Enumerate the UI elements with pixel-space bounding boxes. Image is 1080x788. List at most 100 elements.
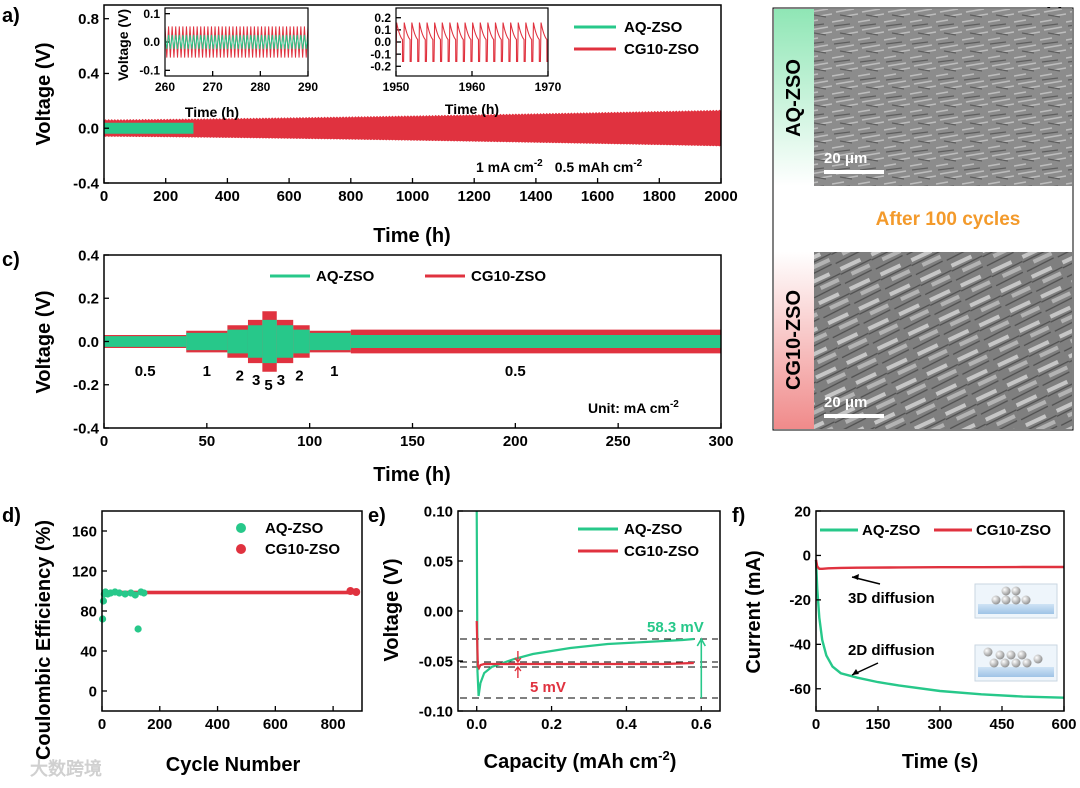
chart-e-ytick-label: 0.05 (424, 553, 453, 570)
scalebar-top-label: 20 μm (824, 150, 867, 167)
rate-label: 3 (252, 372, 260, 389)
chart-c-xtick-label: 50 (198, 433, 215, 450)
chart-f-xlabel: Time (s) (902, 751, 978, 773)
rate-label: 3 (277, 372, 285, 389)
series-d-cg-point (352, 588, 361, 596)
chart-a-xtick-label: 1800 (643, 188, 676, 205)
chart-a-xtick-label: 2000 (704, 188, 737, 205)
chart-d-ylabel: Coulombic Efficiency (%) (33, 520, 55, 760)
sem-image-cg (814, 252, 1072, 429)
chart-d-ytick-label: 0 (89, 683, 97, 700)
scalebar-bottom-label: 20 μm (824, 394, 867, 411)
chart-a-annotation: 1 mA cm-2 0.5 mAh cm-2 (476, 158, 643, 175)
sem-top-label-strip (774, 9, 814, 186)
inset-a2-cg-line (395, 22, 548, 62)
chart-f-plot (814, 559, 1065, 699)
legend-f-cg-label: CG10-ZSO (976, 522, 1051, 539)
panel-label-a: a) (2, 5, 20, 27)
chart-a-xtick-label: 600 (277, 188, 302, 205)
panel-label-e: e) (368, 505, 386, 527)
chart-d-plot (98, 587, 361, 633)
chart-d-ytick-label: 80 (80, 603, 97, 620)
inset-a1-ytick-label: 0.1 (143, 7, 160, 21)
inset-a2-frame (395, 7, 549, 77)
chart-e-xtick-label: 0.4 (616, 716, 638, 733)
chart-c-xtick-label: 300 (708, 433, 733, 450)
rate-label: 0.5 (135, 363, 156, 380)
series-c-aq-zso-step (309, 332, 351, 351)
inset-a1-xlabel: Time (h) (185, 104, 239, 120)
series-c-aq-zso-step (350, 335, 721, 348)
series-d-aq-point (134, 625, 142, 633)
chart-d: 0 200 400 600 800 0 40 80 120 160 Cycle Number Co… (33, 510, 363, 776)
inset-a1-xtick-label: 290 (298, 80, 318, 94)
chart-a-xtick-label: 1000 (396, 188, 429, 205)
chart-f-xtick-label: 600 (1051, 716, 1076, 733)
inset-a2-ytick-label: 0.0 (374, 35, 391, 49)
legend-e-cg-label: CG10-ZSO (624, 543, 699, 560)
sem-panel: AQ-ZSO CG10-ZSO After 100 cycles 20 μm 2… (772, 7, 1074, 431)
chart-e-xlabel: Capacity (mAh cm-2) (484, 748, 677, 773)
chart-a-axes: 0 200 400 600 800 1000 1200 1400 1600 1800 2000 -0.… (73, 11, 738, 205)
series-e-cg10-zso (475, 620, 694, 671)
annot-5-mv: 5 mV (530, 679, 566, 696)
series-f-aq-zso (814, 559, 1065, 699)
schematic-2d-icon (974, 644, 1058, 682)
inset-a1: 260 270 280 290 -0.1 0.0 0.1 (139, 7, 318, 94)
chart-e-plot (460, 510, 718, 699)
arrow-5-mv-bottom (514, 665, 522, 678)
chart-a: 0 200 400 600 800 1000 1200 1400 1600 1800 2000 -0.… (33, 4, 738, 247)
inset-a2-xlabel: Time (h) (445, 101, 499, 117)
chart-e-ytick-label: 0.10 (424, 503, 453, 520)
chart-e-axes: 0.0 0.2 0.4 0.6 -0.10 -0.05 0.00 0.05 0.10 (419, 503, 712, 733)
sem-top-label: AQ-ZSO (783, 59, 805, 137)
chart-c-xtick-label: 200 (503, 433, 528, 450)
chart-c-plot (104, 311, 721, 372)
series-c-aq-zso-step (276, 325, 294, 358)
chart-a-xtick-label: 1200 (458, 188, 491, 205)
inset-a2-ytick-label: -0.1 (370, 47, 391, 61)
chart-a-xtick-label: 200 (153, 188, 178, 205)
arrow-58-3-mv-head (696, 637, 706, 647)
inset-a2-xtick-label: 1960 (459, 80, 486, 94)
chart-f-xtick-label: 300 (927, 716, 952, 733)
chart-e-ytick-label: 0.00 (424, 603, 453, 620)
series-c-aq-zso-step (293, 329, 310, 354)
legend-a-aq-label: AQ-ZSO (624, 19, 683, 36)
chart-d-axes: 0 200 400 600 800 0 40 80 120 160 (72, 523, 346, 733)
inset-a2-ytick-label: 0.2 (374, 11, 391, 25)
chart-a-xtick-label: 1600 (581, 188, 614, 205)
panel-label-d: d) (2, 505, 21, 527)
series-c-aq-zso-step (104, 336, 187, 347)
chart-a-xtick-label: 0 (100, 188, 108, 205)
sem-after-cycles: After 100 cycles (876, 209, 1021, 230)
chart-a-xtick-label: 1400 (519, 188, 552, 205)
series-d-aq-point (121, 590, 129, 598)
chart-d-xtick-label: 800 (321, 716, 346, 733)
series-e-aq-zso (475, 510, 694, 697)
chart-e-xtick-label: 0.0 (466, 716, 487, 733)
inset-a1-ylabel: Voltage (V) (115, 9, 131, 81)
inset-a1-frame (164, 7, 309, 77)
chart-f-ytick-label: 20 (794, 503, 811, 520)
sem-bottom-label: CG10-ZSO (783, 290, 805, 390)
inset-a2-xtick-label: 1950 (383, 80, 410, 94)
rate-label: 1 (203, 363, 211, 380)
chart-e-ytick-label: -0.10 (419, 703, 453, 720)
sem-image-aq (814, 9, 1072, 186)
chart-c-rate-labels: 0.5 1 2 3 5 3 2 1 0.5 (135, 363, 526, 394)
annot-3d-diffusion: 3D diffusion (848, 590, 935, 607)
legend-d-aq-label: AQ-ZSO (265, 520, 324, 537)
series-d-aq-point (131, 591, 139, 599)
panel-label-f: f) (732, 505, 745, 527)
legend-e-aq-label: AQ-ZSO (624, 521, 683, 538)
series-d-aq-point (99, 597, 108, 605)
rate-label: 2 (236, 367, 244, 384)
series-c-aq-zso-step (227, 329, 248, 354)
schematic-3d-icon (974, 583, 1058, 619)
chart-c-ytick-label: 0.2 (78, 291, 99, 308)
series-a-cg10-zso (104, 109, 721, 147)
scalebar-bottom (824, 414, 884, 418)
inset-a1-xtick-label: 280 (250, 80, 270, 94)
chart-c-xtick-label: 250 (606, 433, 631, 450)
